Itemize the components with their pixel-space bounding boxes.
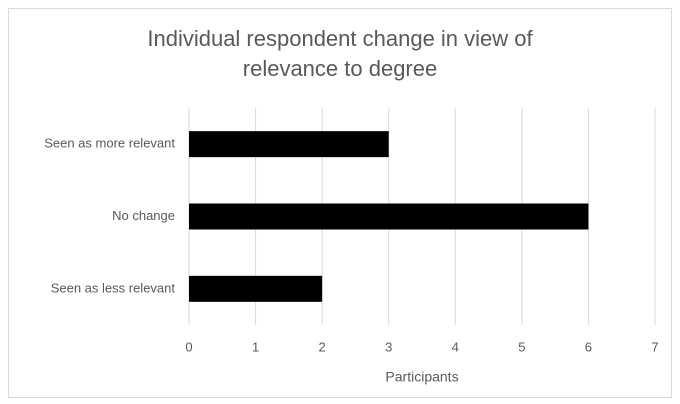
x-tick-label: 0 (185, 339, 192, 354)
bar (189, 131, 389, 158)
x-tick-label: 4 (452, 339, 459, 354)
x-axis-label: Participants (385, 369, 458, 385)
y-tick-label: No change (112, 208, 175, 223)
chart-title: Individual respondent change in view of … (147, 26, 533, 81)
x-tick-label: 1 (252, 339, 259, 354)
x-tick-label: 2 (319, 339, 326, 354)
x-tick-label: 7 (651, 339, 658, 354)
y-tick-label: Seen as more relevant (44, 136, 175, 151)
y-tick-label: Seen as less relevant (51, 280, 176, 295)
x-tick-label: 6 (585, 339, 592, 354)
bar (189, 203, 589, 230)
bar (189, 275, 323, 302)
chart-border (8, 8, 672, 398)
x-tick-label: 5 (518, 339, 525, 354)
x-tick-label: 3 (385, 339, 392, 354)
